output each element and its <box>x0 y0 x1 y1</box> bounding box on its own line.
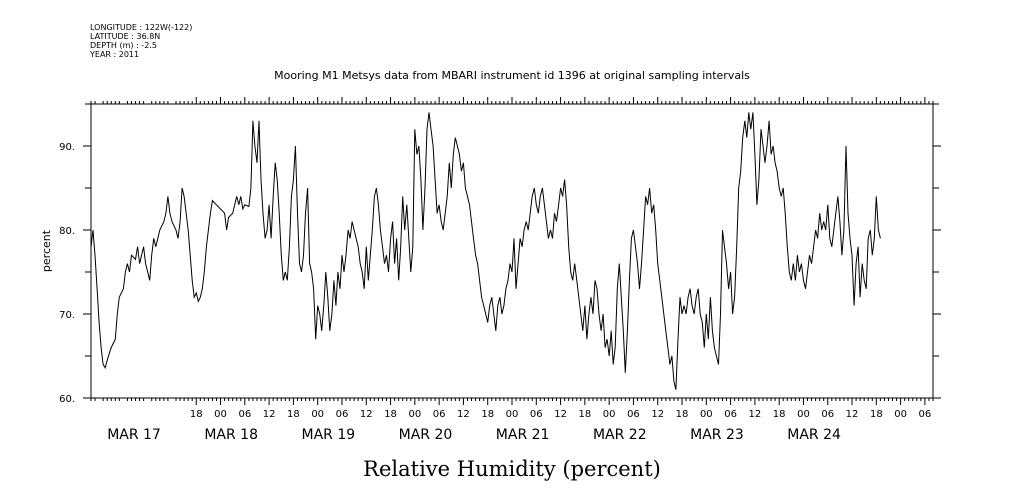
x-tick-label: 18 <box>481 409 494 420</box>
x-tick-label: 12 <box>846 409 859 420</box>
x-tick-label: 06 <box>433 409 446 420</box>
x-tick-label: 00 <box>214 409 227 420</box>
x-tick-label: 06 <box>919 409 932 420</box>
x-tick-label: 06 <box>724 409 737 420</box>
meta-depth: DEPTH (m) : -2.5 <box>90 41 157 50</box>
day-label: MAR 18 <box>204 427 258 443</box>
x-tick-label: 18 <box>578 409 591 420</box>
day-label: MAR 23 <box>690 427 744 443</box>
x-tick-label: 18 <box>773 409 786 420</box>
y-tick-label: 60. <box>59 394 75 405</box>
x-tick-label: 18 <box>676 409 689 420</box>
meta-latitude: LATITUDE : 36.8N <box>90 32 160 41</box>
x-tick-label: 06 <box>627 409 640 420</box>
day-label: MAR 17 <box>107 427 161 443</box>
x-tick-label: 12 <box>263 409 276 420</box>
x-tick-label: 18 <box>870 409 883 420</box>
y-tick-label: 70. <box>59 310 75 321</box>
x-tick-label: 12 <box>749 409 762 420</box>
y-tick-label: 80. <box>59 226 75 237</box>
x-tick-label: 06 <box>821 409 834 420</box>
y-tick-label: 90. <box>59 142 75 153</box>
x-tick-label: 00 <box>603 409 616 420</box>
day-label: MAR 22 <box>593 427 647 443</box>
x-tick-label: 00 <box>506 409 519 420</box>
x-tick-label: 06 <box>238 409 251 420</box>
x-tick-label: 12 <box>554 409 567 420</box>
x-tick-label: 00 <box>311 409 324 420</box>
y-axis-ticks: 60. 70. 80. 90. <box>59 103 941 405</box>
x-axis-ticks: 18 00 06 12 18 00 06 12 18 00 06 12 18 00 06 12 18 00 06 12… <box>190 97 931 420</box>
x-axis-label: Relative Humidity (percent) <box>363 457 661 481</box>
x-tick-label: 00 <box>700 409 713 420</box>
x-tick-label: 12 <box>360 409 373 420</box>
x-tick-label: 12 <box>651 409 664 420</box>
x-tick-label: 18 <box>384 409 397 420</box>
x-tick-label: 18 <box>287 409 300 420</box>
minor-ticks <box>90 101 934 401</box>
day-label: MAR 21 <box>496 427 550 443</box>
y-axis-label: percent <box>40 229 53 272</box>
day-label: MAR 24 <box>787 427 841 443</box>
chart-title: Mooring M1 Metsys data from MBARI instru… <box>274 69 750 82</box>
day-label: MAR 19 <box>302 427 356 443</box>
meta-year: YEAR : 2011 <box>89 50 139 59</box>
x-tick-label: 06 <box>336 409 349 420</box>
x-tick-label: 00 <box>408 409 421 420</box>
x-tick-label: 18 <box>190 409 203 420</box>
day-labels: MAR 17 MAR 18 MAR 19 MAR 20 MAR 21 MAR 22 MAR … <box>107 427 841 443</box>
meta-longitude: LONGITUDE : 122W(-122) <box>90 23 192 32</box>
x-tick-label: 12 <box>457 409 470 420</box>
series-line <box>90 112 881 390</box>
x-tick-label: 00 <box>894 409 907 420</box>
day-label: MAR 20 <box>399 427 453 443</box>
metadata-block: LONGITUDE : 122W(-122) LATITUDE : 36.8N … <box>89 23 192 59</box>
x-tick-label: 06 <box>530 409 543 420</box>
x-tick-label: 00 <box>797 409 810 420</box>
plot-frame <box>90 103 934 399</box>
